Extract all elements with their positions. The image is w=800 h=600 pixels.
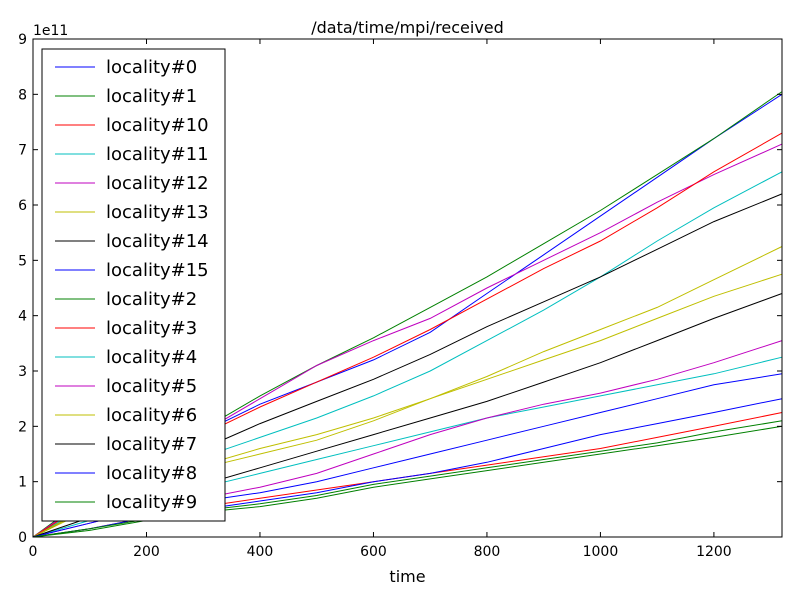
x-tick-label: 1200 <box>696 544 732 560</box>
x-axis-label: time <box>389 567 425 586</box>
x-tick-label: 200 <box>133 544 160 560</box>
legend-label: locality#12 <box>106 173 209 194</box>
y-tick-label: 1 <box>18 475 27 491</box>
x-tick-label: 600 <box>360 544 387 560</box>
y-offset-label: 1e11 <box>33 23 68 39</box>
y-tick-label: 7 <box>18 143 27 159</box>
y-tick-label: 3 <box>18 364 27 380</box>
y-tick-label: 4 <box>18 309 27 325</box>
legend-label: locality#6 <box>106 405 197 426</box>
legend-label: locality#8 <box>106 463 197 484</box>
y-tick-label: 2 <box>18 419 27 435</box>
legend-label: locality#13 <box>106 202 209 223</box>
legend-label: locality#7 <box>106 434 197 455</box>
x-tick-label: 400 <box>247 544 274 560</box>
y-tick-label: 5 <box>18 253 27 269</box>
legend-label: locality#15 <box>106 260 209 281</box>
x-tick-label: 0 <box>29 544 38 560</box>
legend-label: locality#9 <box>106 492 197 513</box>
y-tick-label: 8 <box>18 87 27 103</box>
legend-label: locality#5 <box>106 376 197 397</box>
y-tick-label: 0 <box>18 530 27 546</box>
legend-label: locality#3 <box>106 318 197 339</box>
legend-frame <box>41 48 226 522</box>
legend-label: locality#4 <box>106 347 197 368</box>
x-axis: 0 200 400 600 800 1000 1200 <box>29 39 732 560</box>
y-axis: 0 1 2 3 4 5 6 7 8 9 <box>18 32 782 546</box>
legend-label: locality#0 <box>106 57 197 78</box>
y-tick-label: 6 <box>18 198 27 214</box>
legend-label: locality#1 <box>106 86 197 107</box>
y-tick-label: 9 <box>18 32 27 48</box>
plot-frame <box>32 38 783 538</box>
x-tick-label: 800 <box>474 544 501 560</box>
chart-title: /data/time/mpi/received <box>311 18 504 37</box>
x-tick-label: 1000 <box>583 544 619 560</box>
legend-label: locality#11 <box>106 144 209 165</box>
legend-label: locality#10 <box>106 115 209 136</box>
legend-label: locality#2 <box>106 289 197 310</box>
legend-label: locality#14 <box>106 231 209 252</box>
legend: locality#0 locality#1 locality#10 locality#… <box>41 48 226 522</box>
